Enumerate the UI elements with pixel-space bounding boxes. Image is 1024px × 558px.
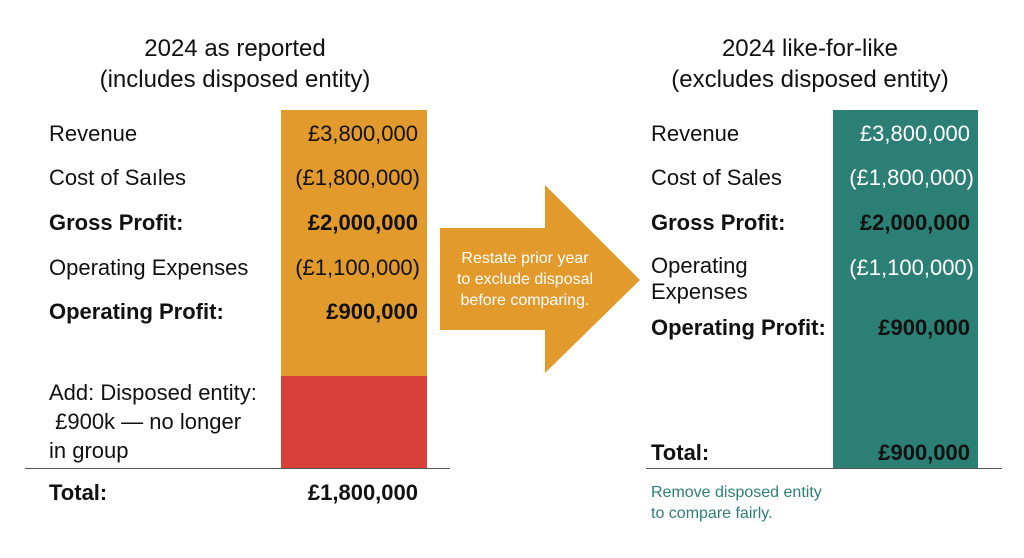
left-title-line2: (includes disposed entity) [99, 66, 371, 93]
left-revenue-label: Revenue [49, 121, 138, 146]
right-operating-profit-value: £900,000 [878, 315, 970, 340]
right-gross-profit-value: £2,000,000 [859, 210, 970, 235]
right-total-rule [646, 468, 1002, 469]
left-title: 2024 as reported (includes disposed enti… [60, 33, 410, 95]
left-cost-of-sales-label: Cost of Saıles [49, 165, 186, 190]
right-note: Remove disposed entity to compare fairly… [651, 482, 822, 524]
restate-arrow-line2: to exclude disposal [456, 271, 594, 288]
restate-arrow-line3: before comparing. [460, 292, 590, 309]
right-title-line2: (excludes disposed entity) [671, 66, 949, 93]
left-operating-profit-value: £900,000 [326, 299, 418, 324]
left-revenue-value: £3,800,000 [307, 121, 418, 146]
left-total-value: £1,800,000 [307, 480, 418, 505]
right-cost-of-sales-value: (£1,800,000) [849, 165, 974, 190]
right-note-line1: Remove disposed entity [651, 484, 822, 501]
left-cost-of-sales-value: (£1,800,000) [295, 165, 420, 190]
left-orange-bar [281, 110, 427, 376]
left-red-bar [281, 376, 427, 468]
right-total-value: £900,000 [878, 440, 970, 465]
restate-arrow-text: Restate prior year to exclude disposal b… [440, 248, 610, 311]
right-teal-bar [833, 110, 978, 468]
left-gross-profit-label: Gross Profit: [49, 210, 184, 235]
left-operating-expenses-value: (£1,100,000) [295, 255, 420, 280]
right-total-label: Total: [651, 440, 710, 465]
left-title-line1: 2024 as reported [144, 35, 326, 62]
left-add-disposed-line3: in group [49, 438, 129, 463]
restate-arrow-line1: Restate prior year [461, 250, 589, 267]
left-operating-profit-label: Operating Profit: [49, 299, 224, 324]
right-title: 2024 like-for-like (excludes disposed en… [640, 33, 980, 95]
right-revenue-value: £3,800,000 [859, 121, 970, 146]
restate-arrow-shape [440, 185, 640, 373]
left-total-label: Total: [49, 480, 108, 505]
left-operating-expenses-label: Operating Expenses [49, 255, 249, 280]
right-gross-profit-label: Gross Profit: [651, 210, 786, 235]
right-cost-of-sales-label: Cost of Sales [651, 165, 782, 190]
right-title-line1: 2024 like-for-like [721, 35, 899, 62]
right-operating-profit-label: Operating Profit: [651, 315, 826, 340]
right-operating-expenses-label: Operating [651, 253, 748, 278]
left-gross-profit-value: £2,000,000 [307, 210, 418, 235]
left-total-rule [25, 468, 450, 469]
left-add-disposed-line2: £900k — no longer [49, 409, 242, 434]
left-add-disposed-line1: Add: Disposed entity: [49, 380, 257, 405]
right-note-line2: to compare fairly. [651, 505, 773, 522]
right-operating-expenses-label2: Expenses [651, 279, 748, 304]
restate-arrow [440, 185, 640, 373]
right-operating-expenses-value: (£1,100,000) [849, 255, 974, 280]
right-revenue-label: Revenue [651, 121, 740, 146]
